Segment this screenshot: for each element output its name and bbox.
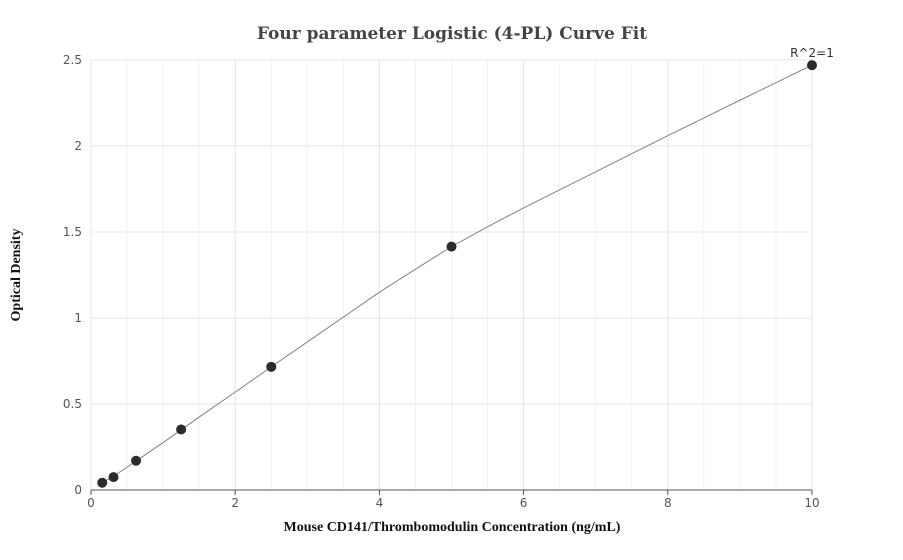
y-axis-title: Optical Density (9, 229, 24, 322)
grid-layer (90, 59, 813, 491)
fit-curve-line (97, 64, 813, 486)
x-tick-label: 2 (231, 496, 239, 510)
y-tick-label: 2.5 (63, 53, 82, 67)
data-point (266, 361, 277, 372)
data-point (446, 241, 457, 252)
x-axis-title: Mouse CD141/Thrombomodulin Concentration… (284, 520, 621, 535)
y-tick-label: 1.5 (63, 225, 82, 239)
x-tick-label: 4 (376, 496, 384, 510)
data-point (97, 477, 108, 488)
r-squared-annotation: R^2=1 (790, 46, 834, 60)
y-tick-label: 1 (74, 311, 82, 325)
x-tick-label: 6 (520, 496, 528, 510)
x-tick-label: 0 (87, 496, 95, 510)
y-tick-label: 2 (74, 139, 82, 153)
data-point (108, 472, 119, 483)
data-point (131, 455, 142, 466)
points-layer (97, 60, 817, 488)
data-point (176, 424, 187, 435)
tick-layer: 0 2 4 6 8 10 0 0.5 1 1.5 2 2.5 (63, 53, 820, 510)
x-tick-label: 8 (664, 496, 672, 510)
chart-title: Four parameter Logistic (4-PL) Curve Fit (257, 24, 647, 44)
data-point (807, 60, 817, 71)
y-tick-label: 0.5 (63, 397, 82, 411)
y-tick-label: 0 (74, 483, 82, 497)
x-tick-label: 10 (804, 496, 819, 510)
